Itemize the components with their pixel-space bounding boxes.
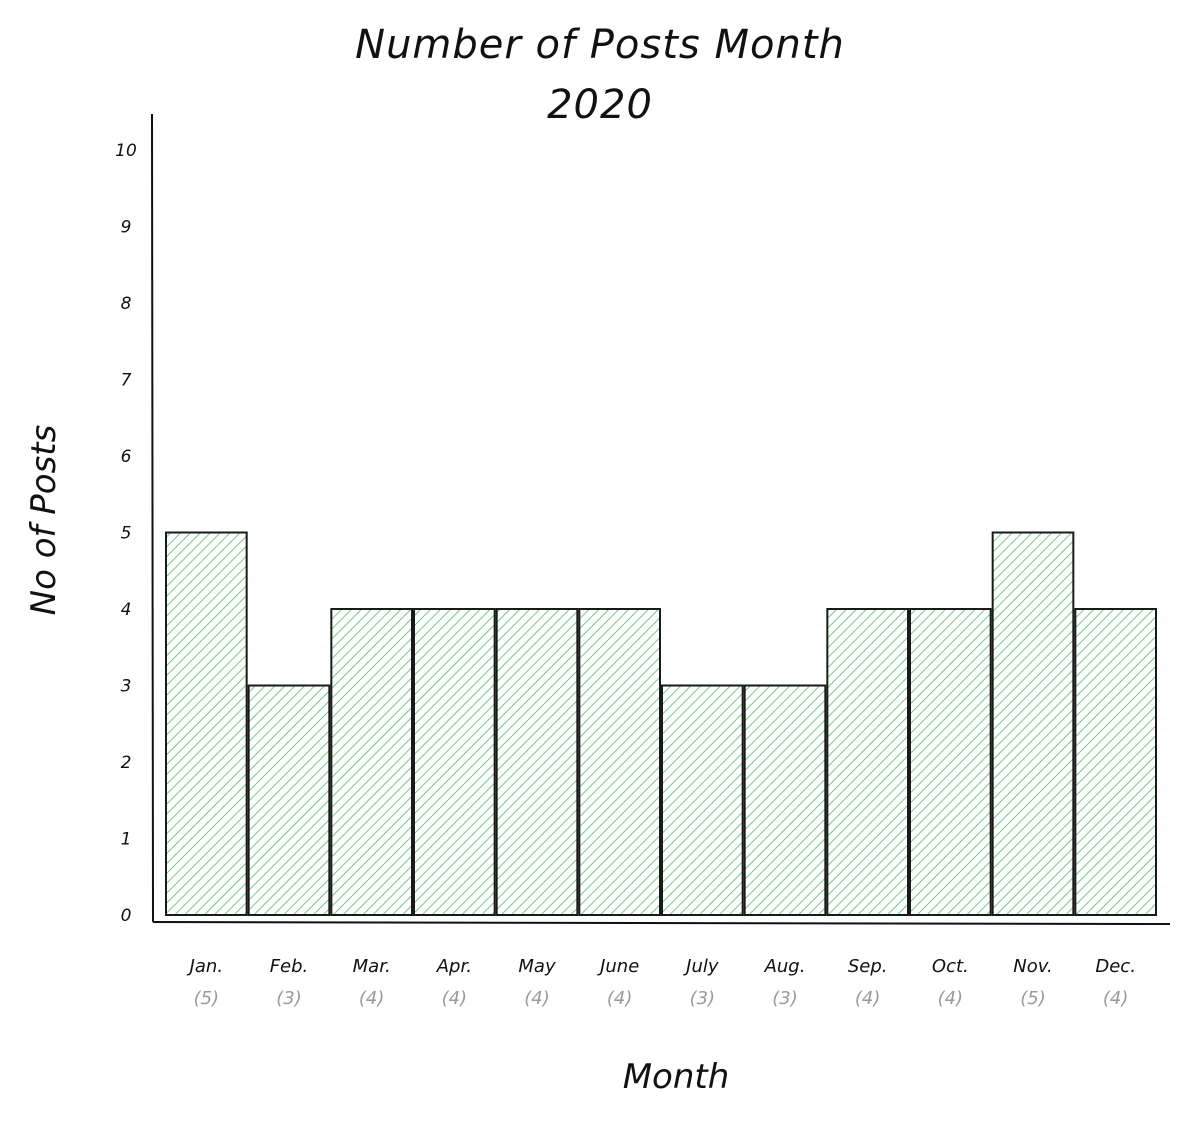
y-tick-label: 10 (115, 141, 137, 161)
value-labels: (5) (3) (4) (4) (4) (4) (3) (3) (4) (4) (5) (4) (194, 988, 1129, 1009)
value-label: (4) (855, 988, 881, 1009)
x-tick-label: June (597, 956, 639, 977)
value-label: (4) (938, 988, 964, 1009)
x-tick-label: Dec. (1095, 956, 1136, 977)
chart-title: Number of Posts Month (355, 22, 845, 68)
bar (743, 684, 827, 916)
x-tick-label: Jan. (187, 956, 223, 977)
value-label: (5) (194, 988, 220, 1009)
y-tick-labels: 0 1 2 3 4 5 6 7 8 9 10 (115, 141, 137, 926)
y-tick-label: 6 (121, 447, 132, 467)
bar (165, 531, 248, 916)
x-tick-label: Feb. (270, 956, 309, 977)
y-tick-label: 7 (121, 371, 132, 391)
bar (413, 608, 496, 916)
x-axis-line (152, 921, 1171, 926)
value-label: (4) (359, 988, 385, 1009)
x-tick-label: Mar. (353, 956, 391, 977)
bar (909, 608, 992, 916)
bar (661, 684, 744, 916)
y-tick-label: 2 (121, 753, 132, 773)
y-tick-label: 0 (121, 906, 132, 926)
value-label: (4) (607, 988, 633, 1009)
x-tick-label: Oct. (932, 956, 969, 977)
bar (578, 608, 661, 916)
bars-group (165, 531, 1158, 916)
y-tick-label: 4 (121, 600, 132, 620)
value-label: (4) (1103, 988, 1129, 1009)
x-tick-label: Sep. (848, 956, 888, 977)
bar (247, 684, 331, 916)
value-label: (5) (1020, 988, 1046, 1009)
chart-subtitle: 2020 (547, 82, 653, 128)
value-label: (3) (276, 988, 302, 1009)
y-axis-title: No of Posts (24, 425, 64, 616)
bar (495, 608, 579, 916)
y-tick-label: 8 (121, 294, 132, 314)
value-label: (4) (524, 988, 550, 1009)
bar (1074, 608, 1158, 916)
value-label: (3) (690, 988, 716, 1009)
bar (330, 608, 414, 916)
x-tick-label: Aug. (764, 956, 806, 977)
y-tick-label: 5 (121, 524, 132, 544)
bar (991, 531, 1075, 916)
x-tick-label: Nov. (1013, 956, 1052, 977)
value-label: (3) (772, 988, 798, 1009)
x-tick-labels: Jan. Feb. Mar. Apr. May June July Aug. Sep. Oct. N… (187, 956, 1136, 977)
x-tick-label: Apr. (436, 956, 472, 977)
value-label: (4) (442, 988, 468, 1009)
x-tick-label: May (518, 956, 556, 977)
y-axis-line (151, 113, 155, 923)
y-tick-label: 3 (121, 677, 132, 697)
y-tick-label: 9 (121, 218, 132, 238)
x-axis-title: Month (623, 1057, 730, 1097)
x-tick-label: July (683, 956, 719, 977)
bar (826, 608, 909, 916)
y-tick-label: 1 (121, 830, 132, 850)
